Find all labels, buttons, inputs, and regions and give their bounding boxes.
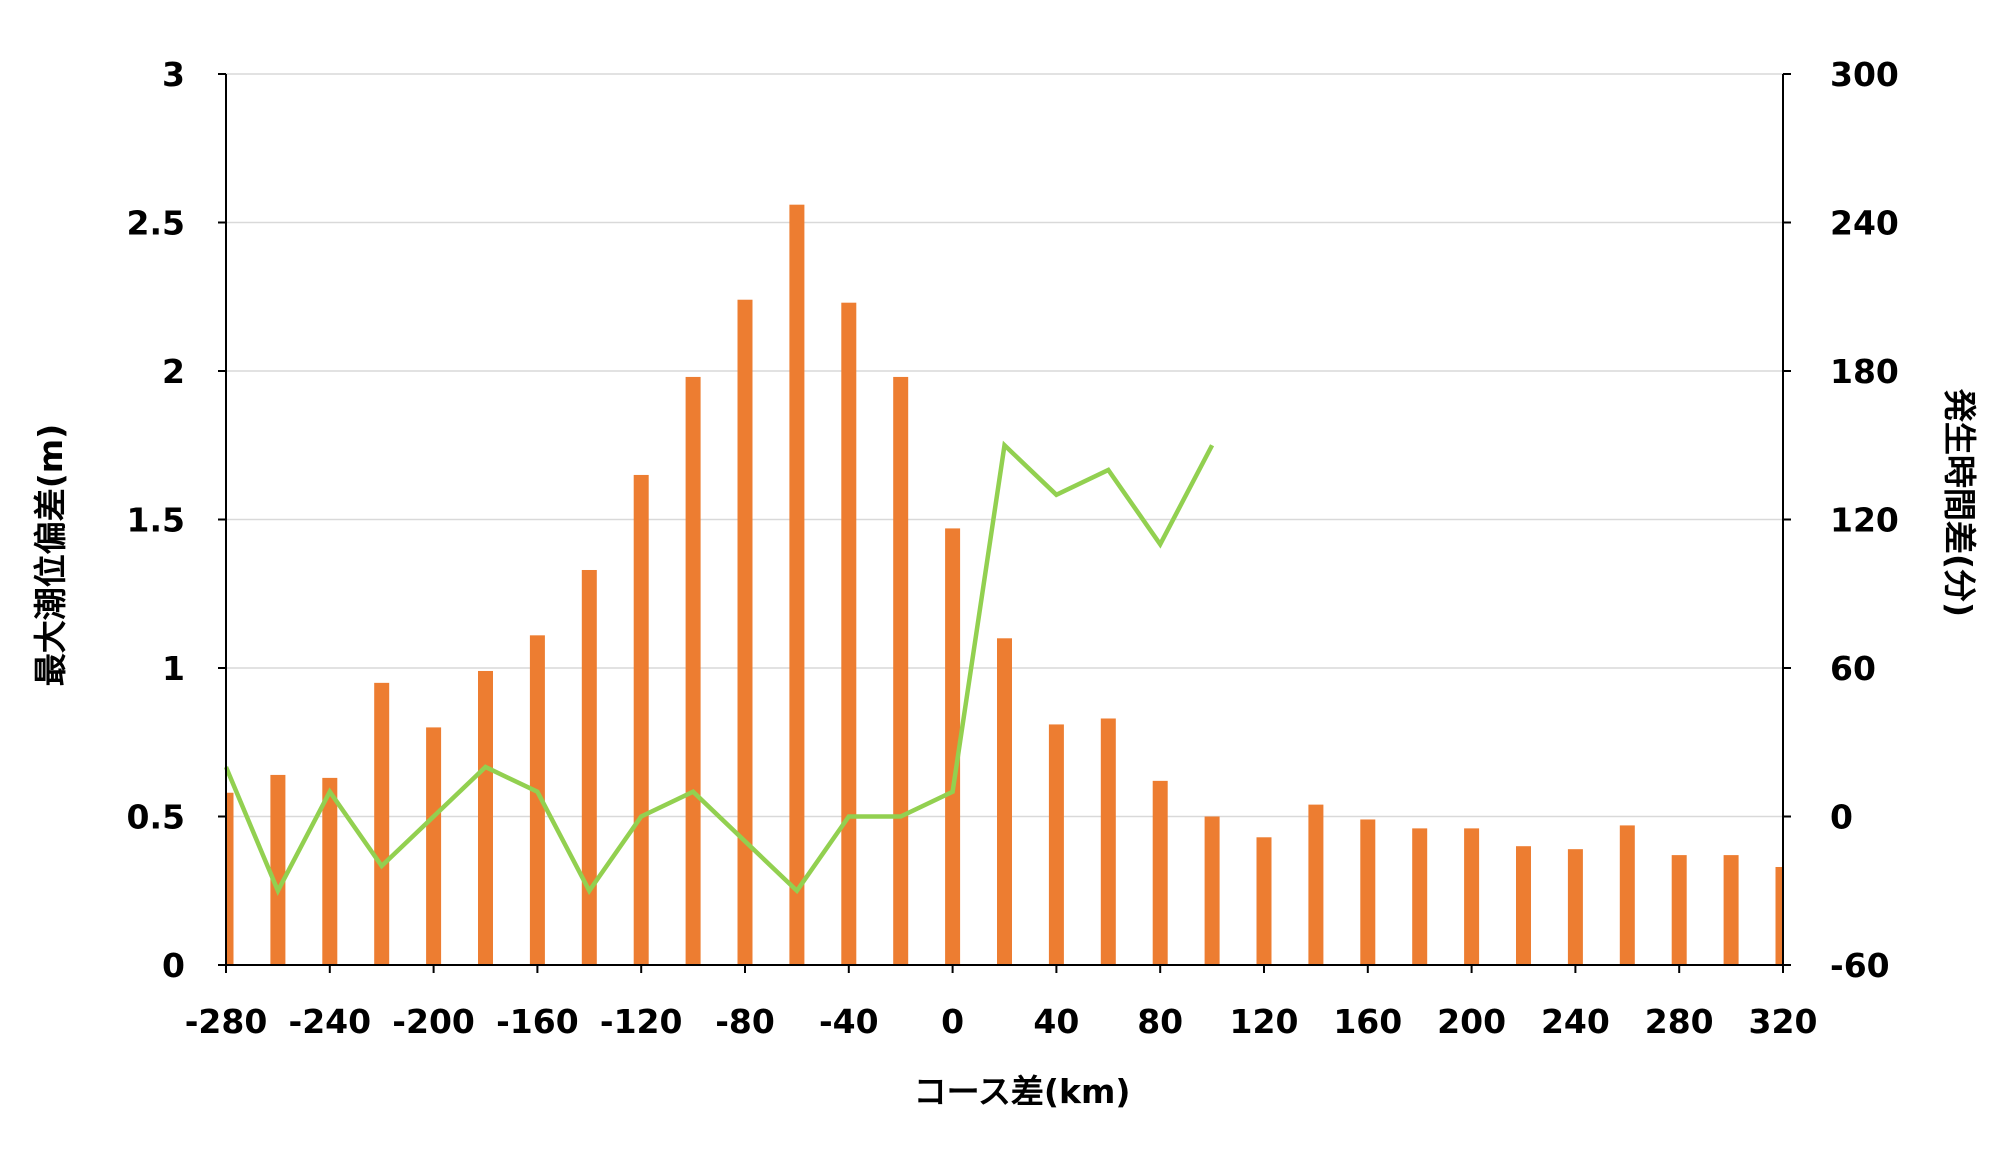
axes [218, 73, 1791, 973]
x-tick-label: -80 [715, 1002, 775, 1041]
bar [1619, 825, 1635, 965]
y2-tick-label: 0 [1830, 798, 1853, 837]
x-tick-label: -40 [819, 1002, 879, 1041]
bar [633, 474, 649, 965]
bar [426, 727, 442, 965]
y-tick-label: 0.5 [127, 798, 185, 837]
bar [1152, 780, 1168, 965]
bar [945, 528, 961, 965]
x-tick-label: -240 [289, 1002, 372, 1041]
x-tick-label: 120 [1230, 1002, 1299, 1041]
bar [374, 682, 390, 965]
y-axis-title: 最大潮位偏差(m) [31, 424, 70, 687]
x-tick-label: 280 [1645, 1002, 1714, 1041]
bar [1100, 718, 1116, 965]
bar [529, 635, 545, 965]
y2-tick-label: 240 [1830, 204, 1899, 243]
x-tick-label: 0 [941, 1002, 964, 1041]
bar [1048, 724, 1064, 965]
y2-tick-label: -60 [1830, 946, 1890, 985]
bar [226, 792, 234, 965]
bar [893, 376, 909, 965]
bar [737, 299, 753, 966]
y-tick-label: 1.5 [127, 501, 185, 540]
x-tick-label: 160 [1333, 1002, 1402, 1041]
x-tick-label: -120 [600, 1002, 683, 1041]
x-tick-label: 320 [1749, 1002, 1818, 1041]
x-tick-label: -160 [496, 1002, 579, 1041]
x-tick-label: 240 [1541, 1002, 1610, 1041]
y2-tick-label: 120 [1830, 501, 1899, 540]
bar [1567, 849, 1583, 965]
y-tick-label: 1 [162, 649, 185, 688]
bar [1256, 837, 1272, 965]
x-tick-label: 200 [1437, 1002, 1506, 1041]
x-tick-label: 40 [1033, 1002, 1079, 1041]
bar [789, 204, 805, 965]
x-axis-title: コース差(km) [914, 1072, 1131, 1111]
bar [478, 670, 493, 965]
bar [1360, 819, 1376, 965]
bar [1412, 828, 1428, 965]
line-series [223, 440, 1215, 897]
y-tick-label: 0 [162, 946, 185, 985]
x-tick-label: -200 [392, 1002, 475, 1041]
tick-labels: -280 -240 -200 -160 -120 -80 -40 0 40 80 120 160 200… [127, 55, 1899, 1041]
x-tick-label: 80 [1137, 1002, 1183, 1041]
x-tick-label: -280 [185, 1002, 268, 1041]
bar [1723, 855, 1739, 965]
y2-tick-label: 180 [1830, 352, 1899, 391]
line-series-path [223, 440, 1215, 897]
bar [1516, 846, 1531, 965]
bar [1204, 816, 1220, 965]
bar [997, 638, 1012, 965]
bar [1464, 828, 1480, 965]
bar [581, 569, 597, 965]
gridlines [226, 73, 1783, 818]
bar [685, 376, 701, 965]
y2-tick-label: 60 [1830, 649, 1876, 688]
bar [1671, 855, 1687, 965]
bar [270, 774, 286, 965]
bar [1308, 804, 1324, 965]
bar-series [226, 204, 1783, 966]
y2-tick-label: 300 [1830, 55, 1899, 94]
y-tick-label: 3 [162, 55, 185, 94]
y-tick-label: 2 [162, 352, 185, 391]
y-tick-label: 2.5 [127, 204, 185, 243]
bar [1775, 866, 1783, 965]
bar [841, 302, 857, 965]
bar [322, 777, 338, 965]
y2-axis-title: 発生時間差(分) [1940, 389, 1979, 617]
